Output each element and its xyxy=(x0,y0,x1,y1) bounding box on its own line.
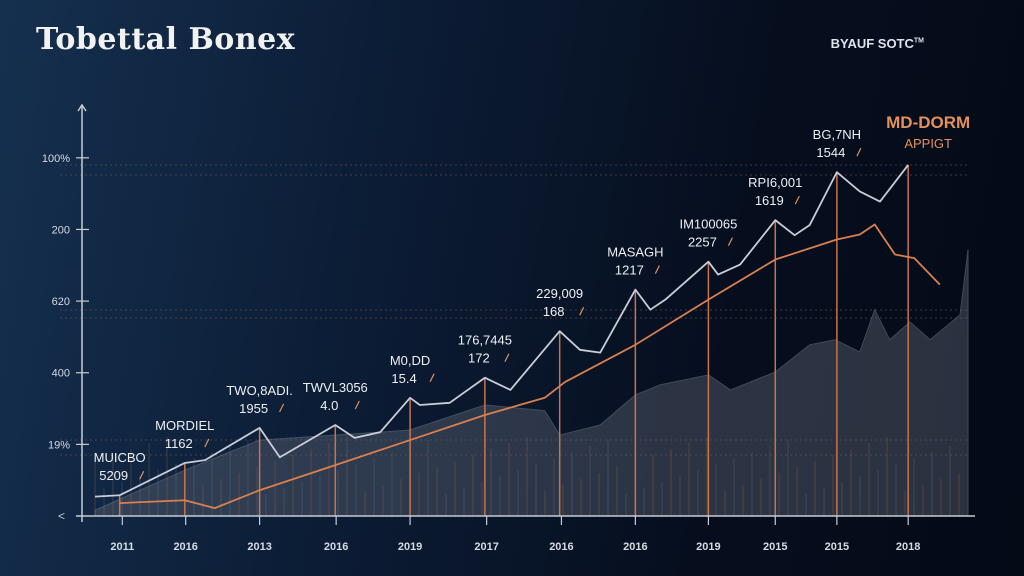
data-label-value: 1162 xyxy=(165,436,193,451)
label-tick-mark xyxy=(354,400,360,410)
y-axis-arrow-icon xyxy=(77,103,87,112)
label-tick-mark xyxy=(279,403,285,413)
brand-text: BYAUF SOTC xyxy=(830,36,914,51)
x-tick-label: 2013 xyxy=(247,541,271,553)
data-label-value: 168 xyxy=(543,304,565,319)
x-tick-label: 2019 xyxy=(696,541,720,553)
data-label: BG,7NH 1544 xyxy=(813,127,862,160)
y-tick-label: 100% xyxy=(42,153,70,165)
y-tick-label: 19% xyxy=(48,439,70,451)
x-tick-label: 2015 xyxy=(763,541,787,553)
data-label-name: TWVL3056 xyxy=(303,380,368,395)
label-tick-mark xyxy=(504,353,510,363)
data-label: MUICBO 5209 xyxy=(94,450,146,483)
label-tick-mark xyxy=(727,237,733,246)
data-label: TWVL3056 4.0 xyxy=(303,380,368,413)
data-label: TWO,8ADI. 1955 xyxy=(226,383,292,416)
grey-area-series xyxy=(94,249,969,517)
data-label-value: 1619 xyxy=(755,193,784,208)
data-label-name: TWO,8ADI. xyxy=(226,383,292,398)
data-label-value: 4.0 xyxy=(320,398,338,413)
chart-title: Tobettal Bonex xyxy=(36,22,296,57)
data-label-value: 5209 xyxy=(99,468,128,483)
data-label: RPI6,001 1619 xyxy=(748,175,802,208)
data-label-name: RPI6,001 xyxy=(748,175,802,190)
data-label-value: 1955 xyxy=(239,401,268,416)
data-label-name: M0,DD xyxy=(390,353,430,368)
data-label-value: 1217 xyxy=(615,263,644,278)
label-tick-mark xyxy=(654,265,660,274)
data-label-value: 2257 xyxy=(688,235,717,250)
label-tick-mark xyxy=(139,470,145,480)
data-label-value: 1544 xyxy=(816,145,845,160)
x-tick-label: 2011 xyxy=(110,541,134,553)
data-label: 176,7445 172 xyxy=(458,333,512,366)
data-label: IM100065 2257 xyxy=(679,217,737,250)
x-tick-label: 2015 xyxy=(825,541,849,553)
data-label-name: 176,7445 xyxy=(458,333,512,348)
data-label-name: MD-DORM xyxy=(886,113,970,132)
x-tick-label: 2017 xyxy=(474,541,498,553)
x-tick-label: 2016 xyxy=(623,541,647,553)
data-label: MASAGH 1217 xyxy=(607,245,663,278)
label-tick-mark xyxy=(856,147,862,157)
data-label-name: MASAGH xyxy=(607,245,663,260)
x-tick-label: 2019 xyxy=(398,541,422,553)
brand-label: BYAUF SOTCTM xyxy=(831,36,924,51)
orange-line-series xyxy=(119,223,941,510)
data-label-value: 172 xyxy=(468,351,490,366)
x-tick-label: 2016 xyxy=(549,541,573,553)
brand-mark: TM xyxy=(913,37,924,45)
y-axis-end-label: < xyxy=(58,509,65,523)
data-label: MD-DORM APPIGT xyxy=(886,113,970,151)
data-label-name: IM100065 xyxy=(679,217,737,232)
data-label-name: 229,009 xyxy=(536,286,583,301)
x-tick-label: 2018 xyxy=(896,541,920,553)
y-tick-label: 620 xyxy=(52,296,70,308)
label-tick-mark xyxy=(794,195,800,205)
data-label-value: 15.4 xyxy=(391,371,416,386)
data-label-name: MORDIEL xyxy=(155,418,214,433)
x-tick-label: 2016 xyxy=(324,541,348,553)
label-tick-mark xyxy=(579,306,585,316)
y-tick-label: 400 xyxy=(52,368,70,380)
data-label-name: MUICBO xyxy=(94,450,146,465)
data-label-name: BG,7NH xyxy=(813,127,861,142)
y-tick-label: 200 xyxy=(52,224,70,236)
data-label-value: APPIGT xyxy=(904,136,952,151)
data-label: MORDIEL 1162 xyxy=(155,418,214,451)
data-label: M0,DD 15.4 xyxy=(390,353,435,386)
white-line-series xyxy=(94,164,909,498)
label-tick-mark xyxy=(429,373,435,383)
label-tick-mark xyxy=(204,438,210,448)
data-label: 229,009 168 xyxy=(536,286,585,319)
x-tick-label: 2016 xyxy=(173,541,197,553)
